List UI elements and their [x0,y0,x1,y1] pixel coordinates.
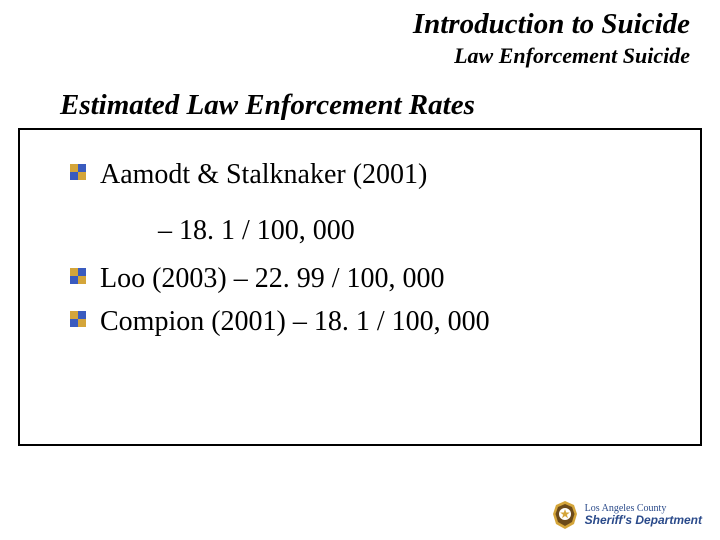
logo-text: Los Angeles County Sheriff's Department [585,504,702,526]
logo-line2: Sheriff's Department [585,514,702,526]
sub-bullet-text: – 18. 1 / 100, 000 [158,212,680,250]
bullet-text: Aamodt & Stalknaker (2001) [100,156,427,194]
section-heading: Estimated Law Enforcement Rates [60,89,720,122]
bullet-text: Compion (2001) – 18. 1 / 100, 000 [100,303,490,341]
slide-subtitle: Law Enforcement Suicide [0,43,690,69]
bullet-icon [70,311,86,327]
bullet-icon [70,268,86,284]
bullet-icon [70,164,86,180]
bullet-item: Loo (2003) – 22. 99 / 100, 000 [40,260,680,298]
content-box: Aamodt & Stalknaker (2001) – 18. 1 / 100… [18,128,702,446]
slide-header: Introduction to Suicide Law Enforcement … [0,0,720,69]
sheriff-badge-icon [551,500,579,530]
footer-logo: Los Angeles County Sheriff's Department [551,500,702,530]
bullet-item: Compion (2001) – 18. 1 / 100, 000 [40,303,680,341]
bullet-text: Loo (2003) – 22. 99 / 100, 000 [100,260,445,298]
slide-title: Introduction to Suicide [0,8,690,41]
bullet-item: Aamodt & Stalknaker (2001) [40,156,680,194]
